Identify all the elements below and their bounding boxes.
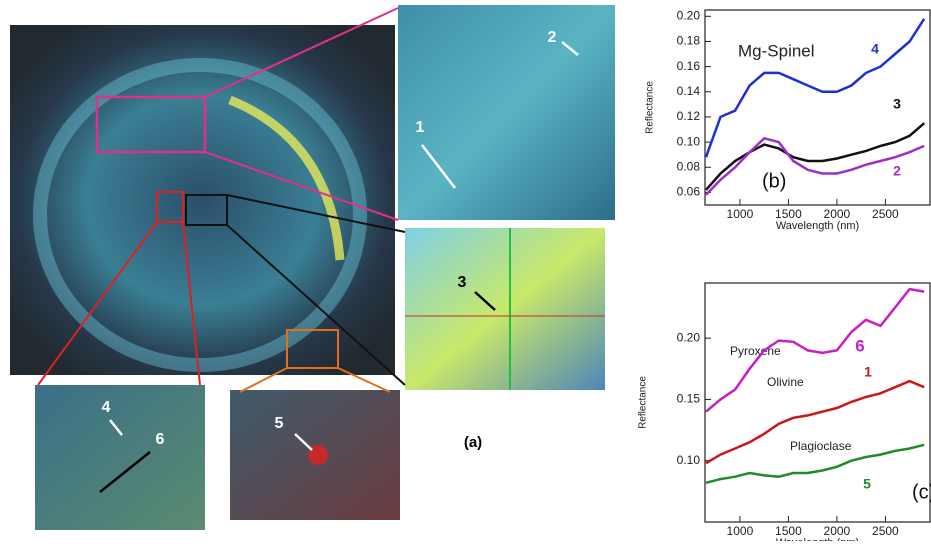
- panel-label: 3: [458, 274, 467, 291]
- annotation: (b): [762, 170, 786, 192]
- y-tick-label: 0.20: [677, 8, 701, 22]
- x-axis-label: Wavelength (nm): [776, 537, 859, 541]
- panel-label: (a): [464, 434, 482, 451]
- y-tick-label: 0.18: [677, 34, 701, 48]
- x-axis-label: Wavelength (nm): [776, 220, 859, 232]
- data-line: [706, 138, 924, 195]
- annotation: Olivine: [767, 375, 804, 389]
- y-tick-label: 0.10: [677, 134, 701, 148]
- series-label: 6: [855, 336, 864, 355]
- zoom-image: [35, 385, 205, 530]
- panel-label: 2: [548, 29, 557, 46]
- data-line: [706, 19, 924, 157]
- series-label: 3: [893, 96, 901, 112]
- plot-frame: [705, 283, 930, 522]
- y-tick-label: 0.15: [677, 392, 701, 406]
- annotation: Pyroxene: [730, 344, 781, 358]
- series-label: 2: [893, 163, 901, 179]
- panel-label: 5: [275, 415, 284, 432]
- figure: 1 2 3 4 6 5 (a) 0.06 0.08 0.10 0.12 0.14 0.16 0.18 0.…: [0, 0, 931, 541]
- annotation: Mg-Spinel: [738, 41, 815, 60]
- x-tick-label: 1000: [727, 524, 754, 538]
- series-label: 5: [863, 476, 871, 492]
- y-axis-label: Reflectance: [645, 81, 656, 134]
- data-line: [706, 123, 924, 190]
- panel-label: 4: [102, 399, 111, 416]
- y-axis-label: Reflectance: [638, 376, 649, 429]
- series-label: 4: [871, 41, 879, 57]
- annotation: (c): [912, 481, 931, 503]
- y-tick-label: 0.10: [677, 453, 701, 467]
- series-label: 1: [864, 364, 872, 380]
- zoom-image: [398, 5, 615, 220]
- y-tick-label: 0.08: [677, 159, 701, 173]
- y-tick-label: 0.20: [677, 330, 701, 344]
- zoom-image: [405, 228, 605, 390]
- y-tick-label: 0.12: [677, 109, 701, 123]
- main-image: [10, 25, 395, 375]
- panel-label: 6: [156, 431, 165, 448]
- y-tick-label: 0.16: [677, 59, 701, 73]
- x-tick-label: 2500: [872, 524, 899, 538]
- x-tick-label: 1000: [727, 207, 754, 221]
- y-tick-label: 0.14: [677, 84, 701, 98]
- y-tick-label: 0.06: [677, 185, 701, 199]
- annotation: Plagioclase: [790, 439, 852, 453]
- x-tick-label: 2500: [872, 207, 899, 221]
- panel-label: 1: [416, 119, 425, 136]
